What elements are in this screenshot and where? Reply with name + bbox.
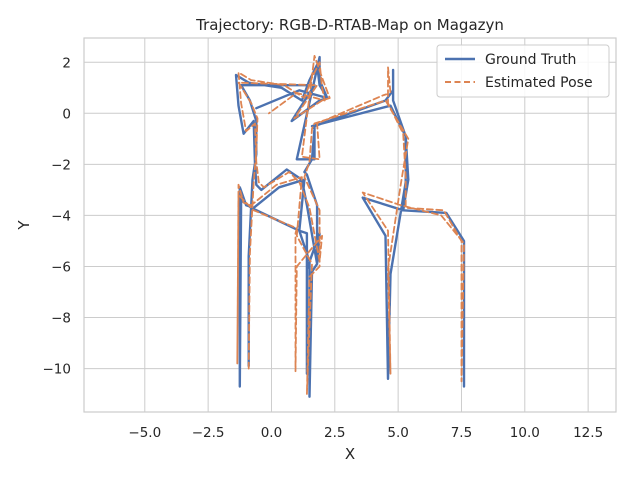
x-axis-label: X: [345, 445, 355, 463]
x-tick-label: −2.5: [192, 425, 225, 441]
y-tick-label: −2: [51, 157, 71, 173]
y-tick-label: −10: [43, 362, 72, 378]
y-tick-label: 0: [62, 106, 71, 122]
series-layer: [234, 55, 466, 398]
series-line-ground-truth: [234, 55, 466, 398]
legend-label-estimated-pose: Estimated Pose: [485, 75, 593, 91]
legend: Ground Truth Estimated Pose: [436, 44, 610, 98]
y-tick-label: 2: [62, 55, 71, 71]
tick-labels: −5.0 −2.5 0.0 2.5 5.0 7.5 10.0 12.5 2 0 −2 −4 −6 −8 −1…: [43, 55, 604, 441]
x-tick-label: 10.0: [510, 425, 540, 441]
x-tick-label: 0.0: [261, 425, 282, 441]
plot-frame: [83, 37, 617, 413]
y-tick-label: −4: [51, 208, 71, 224]
legend-box: [436, 44, 610, 98]
y-tick-label: −8: [51, 311, 71, 327]
plot-area: [84, 38, 616, 412]
y-axis-label: Y: [15, 220, 33, 231]
x-tick-label: −5.0: [128, 425, 161, 441]
x-tick-label: 5.0: [387, 425, 408, 441]
x-tick-label: 2.5: [324, 425, 345, 441]
legend-label-ground-truth: Ground Truth: [485, 52, 576, 68]
x-tick-label: 12.5: [573, 425, 603, 441]
series-line-estimated-pose: [236, 55, 465, 396]
grid: [84, 38, 616, 412]
x-tick-label: 7.5: [451, 425, 472, 441]
y-tick-label: −6: [51, 259, 71, 275]
chart-title: Trajectory: RGB-D-RTAB-Map on Magazyn: [195, 16, 504, 34]
